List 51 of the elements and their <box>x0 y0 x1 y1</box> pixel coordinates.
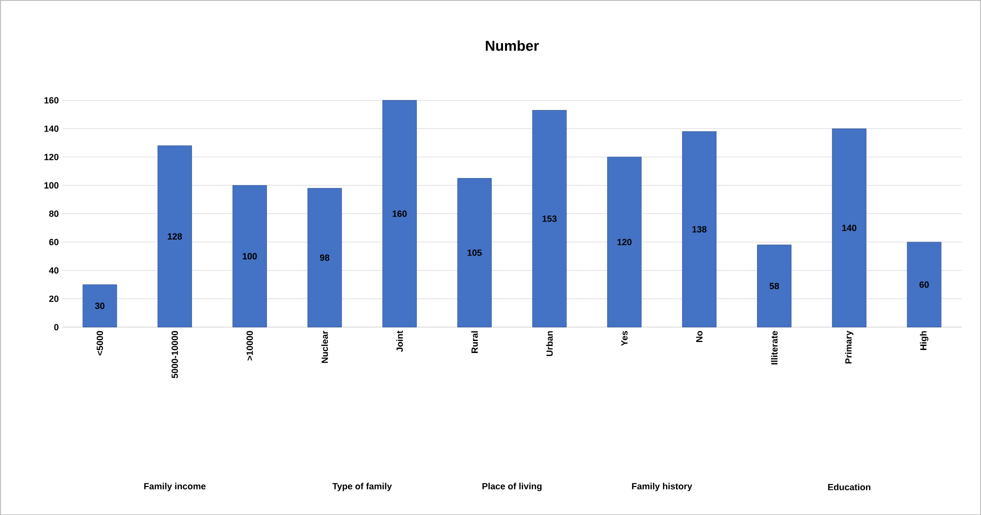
data-label: 98 <box>320 254 330 261</box>
data-label: 160 <box>392 210 407 217</box>
x-tick-label: High <box>920 331 928 350</box>
data-label: 140 <box>842 224 856 231</box>
x-tick-label: Nuclear <box>321 330 328 363</box>
text: Education <box>828 484 870 490</box>
x-tick-label: Rural <box>471 331 478 353</box>
data-label: 105 <box>468 249 482 256</box>
bar <box>82 284 118 328</box>
y-tick-label: 80 <box>49 210 58 217</box>
text: Type of family <box>332 482 392 491</box>
y-tick-label: 0 <box>54 324 58 330</box>
data-label: 60 <box>920 281 929 288</box>
y-tick-label: 40 <box>49 267 58 274</box>
bar <box>832 128 866 328</box>
y-tick-label: 60 <box>49 238 58 246</box>
data-label: 30 <box>95 302 104 309</box>
y-tick-label: 20 <box>49 295 58 302</box>
data-label: 100 <box>242 252 257 260</box>
x-tick-label: <5000 <box>96 330 104 356</box>
data-label: 153 <box>542 215 557 222</box>
x-tick-label: No <box>696 330 702 342</box>
data-label: 128 <box>168 233 182 240</box>
bar <box>532 110 567 328</box>
bar <box>906 242 942 328</box>
y-tick-label: 120 <box>44 154 58 160</box>
x-tick-label: Yes <box>621 330 628 346</box>
data-label: 120 <box>617 238 632 246</box>
text: Place of living <box>482 482 542 492</box>
bar <box>682 131 717 328</box>
bar <box>457 178 492 328</box>
data-label: 138 <box>692 226 707 232</box>
data-label: 58 <box>770 282 779 290</box>
bar <box>307 188 342 328</box>
x-tick-label: 5000-10000 <box>172 330 178 378</box>
bar <box>757 244 792 328</box>
x-tick-label: >10000 <box>246 330 253 360</box>
y-tick-label: 100 <box>44 182 58 188</box>
x-tick-label: Urban <box>546 331 553 356</box>
text: Family history <box>632 482 692 491</box>
bar <box>158 145 192 328</box>
chart-title: Number <box>486 40 539 51</box>
x-tick-label: Primary <box>845 330 854 364</box>
bar <box>232 184 267 328</box>
text: Family income <box>144 482 206 491</box>
y-tick-label: 140 <box>44 125 58 132</box>
x-tick-label: Illiterate <box>770 330 778 364</box>
bar <box>382 100 417 328</box>
x-tick-label: Joint <box>396 330 403 352</box>
y-tick-label: 160 <box>44 96 58 104</box>
bar <box>607 156 642 328</box>
